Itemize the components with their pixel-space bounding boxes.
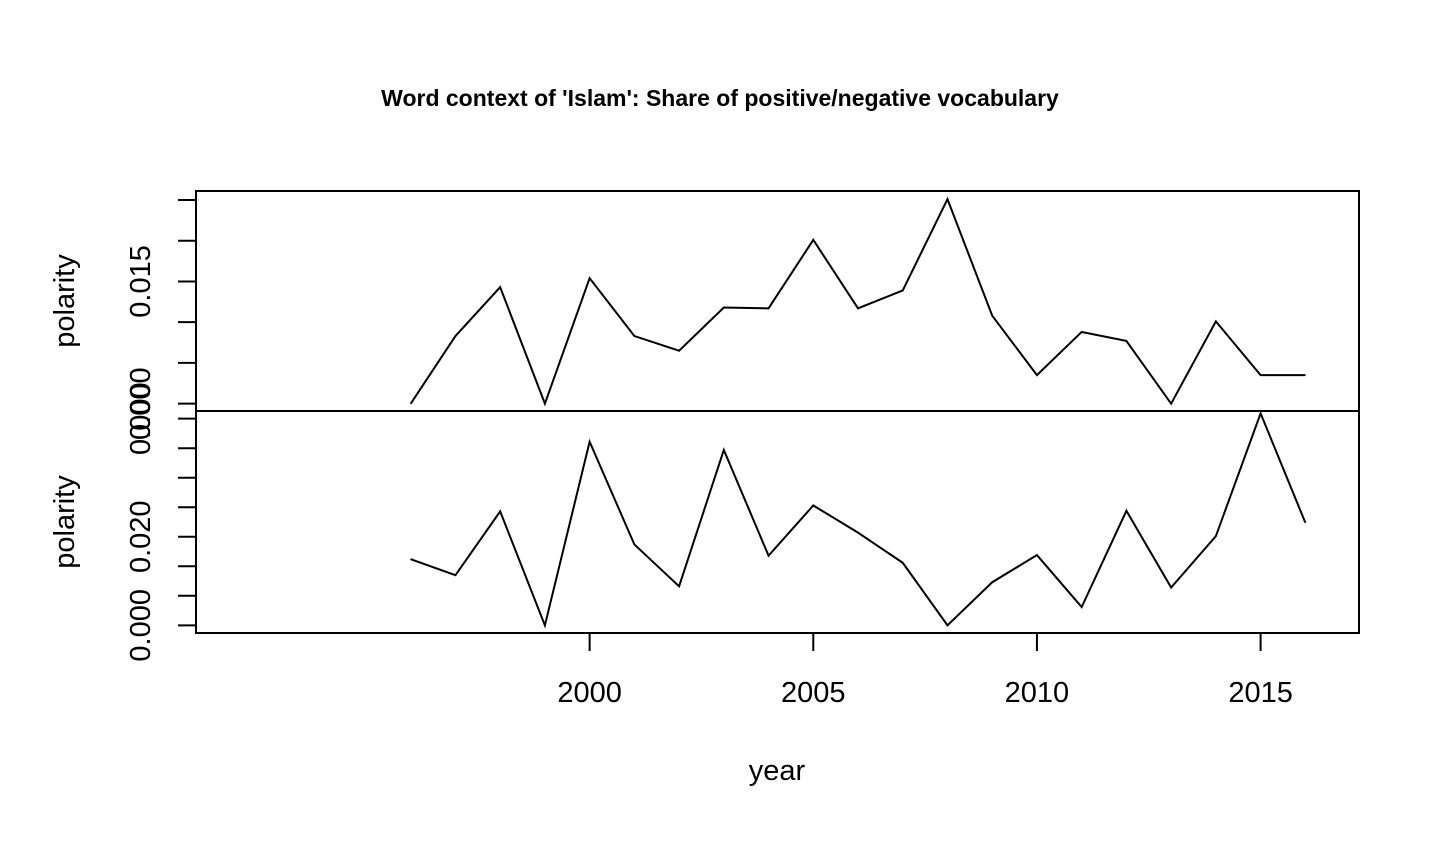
data-point-negative-2006 [857,532,859,534]
series-line-negative [410,410,1307,629]
y-axis-label-positive: polarity [49,254,81,348]
data-point-negative-2005 [812,504,814,506]
data-point-positive-2007 [902,289,904,291]
data-point-negative-2004 [768,555,770,557]
data-point-negative-2007 [902,562,904,564]
y-axis-label-negative: polarity [49,475,81,569]
data-point-positive-2008 [946,198,948,200]
data-point-positive-2004 [768,307,770,309]
data-point-negative-2011 [1081,606,1083,608]
data-point-positive-2009 [991,315,993,317]
data-point-positive-2011 [1081,331,1083,333]
data-point-negative-1997 [454,574,456,576]
data-point-negative-2001 [633,543,635,545]
data-point-negative-2012 [1125,510,1127,512]
y-tick-label-positive: 0.015 [125,245,157,318]
data-point-negative-2008 [946,624,948,626]
x-tick-label: 2010 [1005,677,1070,709]
data-point-positive-2015 [1260,374,1262,376]
data-point-positive-2010 [1036,374,1038,376]
data-point-negative-2010 [1036,554,1038,556]
data-point-negative-1999 [544,624,546,626]
data-point-negative-2000 [589,441,591,443]
data-point-negative-1996 [410,558,412,560]
panel-positive: 0.000 0.015 polarity [49,190,1360,440]
chart-title: Word context of 'Islam': Share of positi… [381,85,1059,111]
data-point-positive-1996 [410,403,412,405]
y-tick-label-negative: 0.000 [125,382,157,455]
data-point-positive-2005 [812,239,814,241]
x-axis-label: year [749,755,806,787]
panel-negative: 0.000 0.020 0.000 polarity [49,382,1360,662]
data-point-negative-2002 [678,585,680,587]
data-point-positive-2012 [1125,340,1127,342]
data-point-positive-2006 [857,307,859,309]
data-point-negative-2014 [1215,535,1217,537]
data-point-negative-2013 [1170,587,1172,589]
series-line-positive [409,196,1306,407]
y-tick-label-negative: 0.000 [125,589,157,662]
x-tick-label: 2005 [781,677,846,709]
data-point-positive-2016 [1304,374,1306,376]
y-tick-label-negative: 0.020 [125,500,157,573]
data-point-negative-2009 [991,581,993,583]
data-point-negative-2015 [1260,412,1262,414]
x-tick-label: 2000 [557,677,622,709]
data-point-positive-2003 [723,307,725,309]
data-point-negative-2016 [1304,522,1306,524]
y-tick-label-positive: 0.000 [125,367,157,440]
data-point-negative-1998 [499,510,501,512]
data-point-positive-2014 [1215,320,1217,322]
panel-negative-frame [195,410,1360,634]
data-point-positive-1998 [499,286,501,288]
data-point-positive-2000 [589,277,591,279]
data-point-positive-2013 [1170,403,1172,405]
data-point-positive-2001 [633,335,635,337]
data-point-positive-2002 [678,350,680,352]
data-point-positive-1999 [544,403,546,405]
x-tick-label: 2015 [1228,677,1293,709]
data-point-positive-1997 [454,335,456,337]
data-point-negative-2003 [723,449,725,451]
x-axis: 2000 2005 2010 2015 [557,633,1293,709]
